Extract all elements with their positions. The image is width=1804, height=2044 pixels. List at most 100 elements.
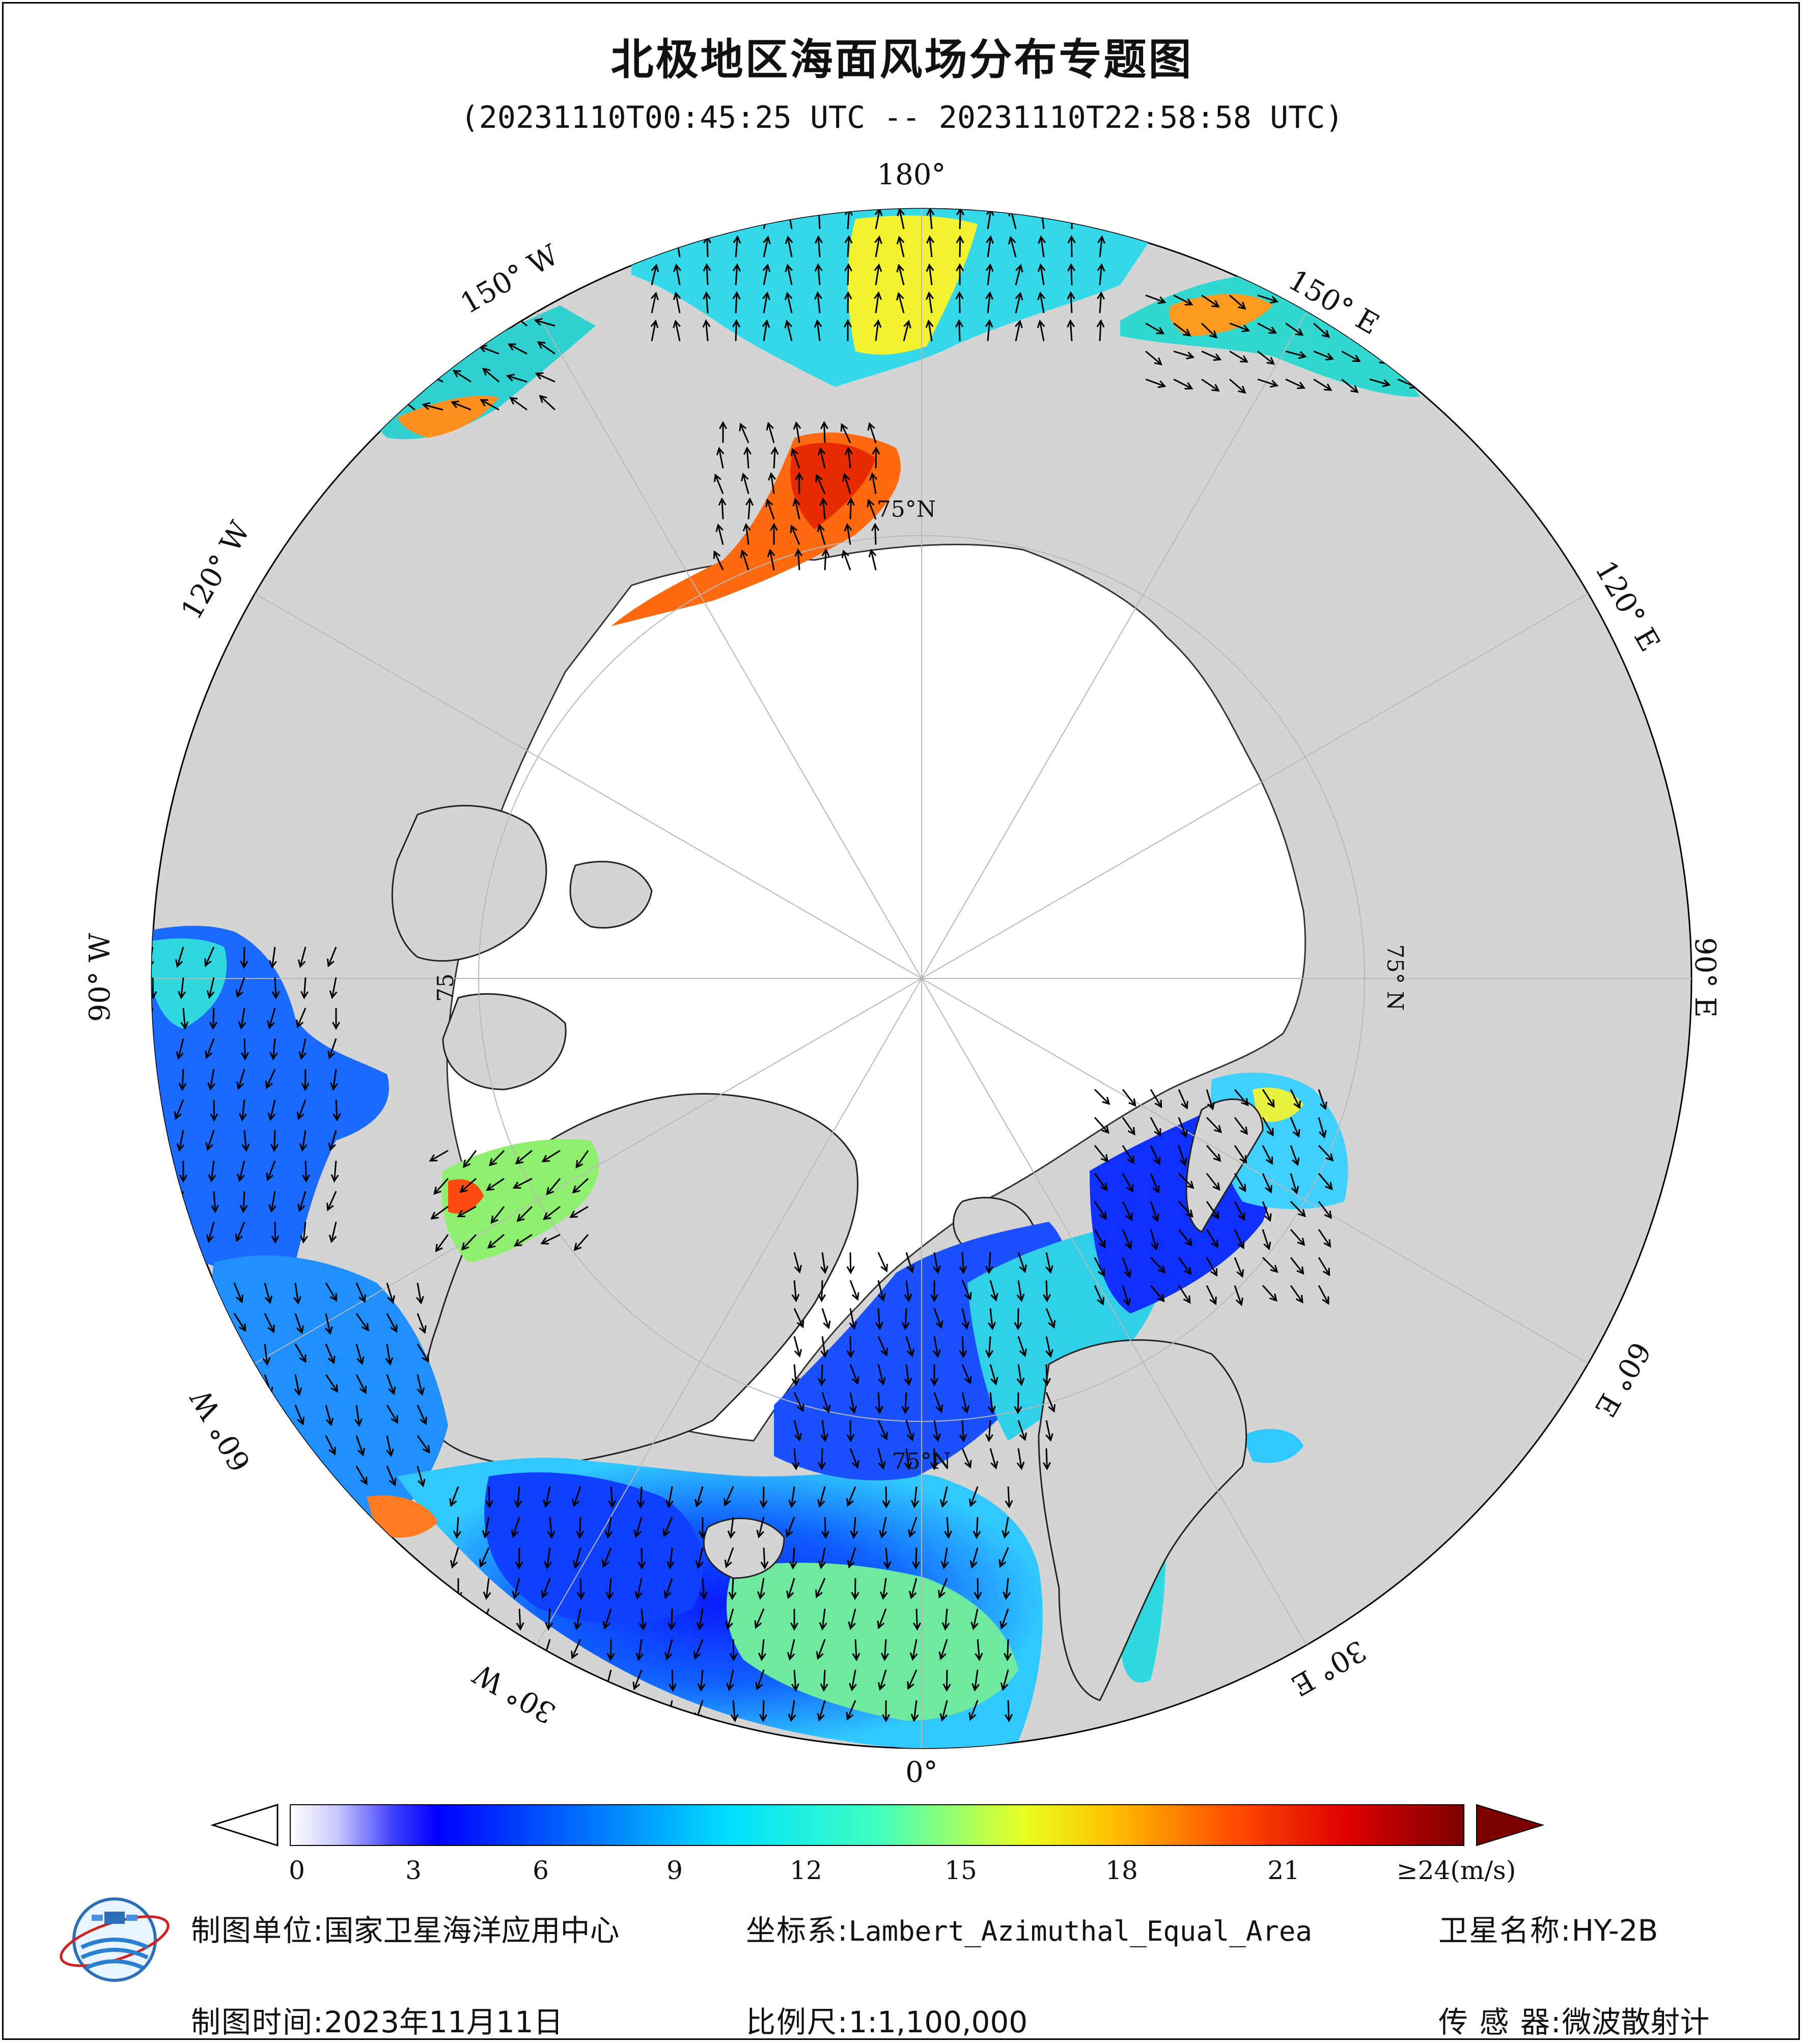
graticule <box>152 209 1691 1748</box>
wind-arrow <box>394 373 415 383</box>
wind-arrow <box>1201 294 1220 308</box>
wind-arrow <box>819 497 828 520</box>
wind-arrow <box>785 235 793 258</box>
wind-arrow <box>206 1221 215 1243</box>
wind-arrow <box>881 1700 891 1723</box>
wind-arrow <box>301 1160 311 1183</box>
wind-arrow <box>264 1466 274 1487</box>
satellite-value: HY-2B <box>1571 1913 1658 1948</box>
wind-arrow <box>1369 378 1391 387</box>
wind-field-kara-yellow <box>1253 1087 1303 1122</box>
wind-field-chukchi-red <box>790 442 876 529</box>
wind-arrow <box>1229 322 1251 332</box>
wind-arrow <box>328 1221 337 1244</box>
wind-arrow <box>262 1343 271 1366</box>
wind-arrow <box>792 497 800 520</box>
wind-arrow <box>325 1435 336 1455</box>
wind-arrow <box>326 946 337 967</box>
wind-arrow <box>961 1364 972 1385</box>
coord-value: Lambert_Azimuthal_Equal_Area <box>848 1915 1312 1947</box>
wind-arrow <box>882 1486 891 1509</box>
wind-arrow <box>511 1517 520 1538</box>
wind-arrow <box>463 1150 477 1168</box>
wind-arrow <box>513 1639 521 1661</box>
wind-arrow <box>451 1608 459 1631</box>
wind-arrow <box>239 1099 247 1122</box>
wind-arrow <box>1004 1700 1013 1723</box>
wind-arrow <box>820 421 829 443</box>
lat-label-75n-top: 75°N <box>877 496 936 522</box>
wind-arrow <box>264 1313 275 1333</box>
wind-arrow <box>1290 1229 1306 1246</box>
wind-arrow <box>296 1007 307 1028</box>
wind-arrow <box>874 291 882 314</box>
wind-arrow <box>910 1700 919 1722</box>
wind-arrow <box>1000 1669 1009 1691</box>
wind-arrow <box>907 1669 918 1690</box>
wind-arrow <box>732 291 741 314</box>
wind-arrow <box>386 1313 398 1333</box>
wind-arrow <box>651 236 659 258</box>
colorbar-tick-18: 18 <box>1105 1856 1138 1885</box>
wind-arrow <box>449 1700 459 1721</box>
wind-arrow <box>1229 378 1246 394</box>
wind-arrow <box>904 1448 912 1470</box>
wind-arrow <box>636 1486 645 1509</box>
wind-arrow <box>972 1669 980 1692</box>
wind-arrow <box>969 1547 979 1569</box>
wind-arrow <box>1397 350 1414 367</box>
wind-arrow <box>791 1364 800 1386</box>
wind-arrow <box>263 1435 271 1458</box>
wind-arrow <box>1122 1201 1133 1221</box>
wind-arrow <box>846 1486 856 1507</box>
wind-arrow <box>1290 1173 1299 1195</box>
wind-arrow <box>732 319 741 342</box>
wind-arrow <box>1015 264 1023 286</box>
wind-arrow <box>294 1343 307 1363</box>
wind-arrow <box>543 1206 561 1220</box>
wind-arrow <box>849 1364 859 1385</box>
wind-arrow <box>370 367 388 383</box>
wind-arrow <box>785 1517 795 1538</box>
wind-arrow <box>1206 1116 1222 1134</box>
time-range-subtitle: (20231110T00:45:25 UTC -- 20231110T22:58… <box>460 100 1344 135</box>
wind-arrow <box>1178 1172 1195 1189</box>
wind-arrow <box>765 498 775 520</box>
wind-arrow <box>846 1420 855 1443</box>
wind-arrow <box>534 318 556 327</box>
wind-arrow <box>868 548 877 571</box>
wind-arrow <box>766 422 775 443</box>
wind-arrow <box>1016 1280 1025 1302</box>
wind-arrow <box>650 319 659 342</box>
footer-sensor: 传 感 器:微波散射计 <box>1438 1998 1709 2041</box>
footer-date: 制图时间:2023年11月11日 <box>191 1998 563 2041</box>
wind-arrow <box>296 1099 307 1121</box>
wind-arrow <box>486 1178 505 1191</box>
wind-arrow <box>1341 378 1359 394</box>
wind-arrow <box>1145 294 1167 304</box>
wind-arrow <box>762 263 771 286</box>
wind-arrow <box>152 1099 154 1121</box>
wind-arrow <box>233 1282 244 1303</box>
wind-arrow <box>786 1578 795 1600</box>
wind-arrow <box>651 263 659 286</box>
wind-arrow <box>933 1308 943 1329</box>
wind-arrow <box>791 1280 800 1302</box>
wind-arrow <box>1262 1256 1279 1273</box>
wind-arrow <box>1257 322 1278 334</box>
wind-arrow <box>294 1313 304 1334</box>
wind-arrow <box>1318 1257 1330 1276</box>
wind-arrow <box>327 1038 337 1059</box>
wind-arrow <box>1014 1308 1022 1331</box>
wind-arrow <box>959 1420 967 1443</box>
wind-arrow <box>877 1336 888 1357</box>
wind-arrow <box>1262 1117 1274 1137</box>
wind-arrow <box>547 1517 556 1539</box>
wind-arrow <box>817 523 826 545</box>
wind-arrow <box>1096 319 1105 342</box>
wind-arrow <box>844 291 852 314</box>
wind-arrow <box>294 1466 303 1488</box>
wind-arrow <box>715 523 724 545</box>
wind-arrow <box>975 1639 983 1661</box>
wind-arrow <box>270 1130 279 1153</box>
